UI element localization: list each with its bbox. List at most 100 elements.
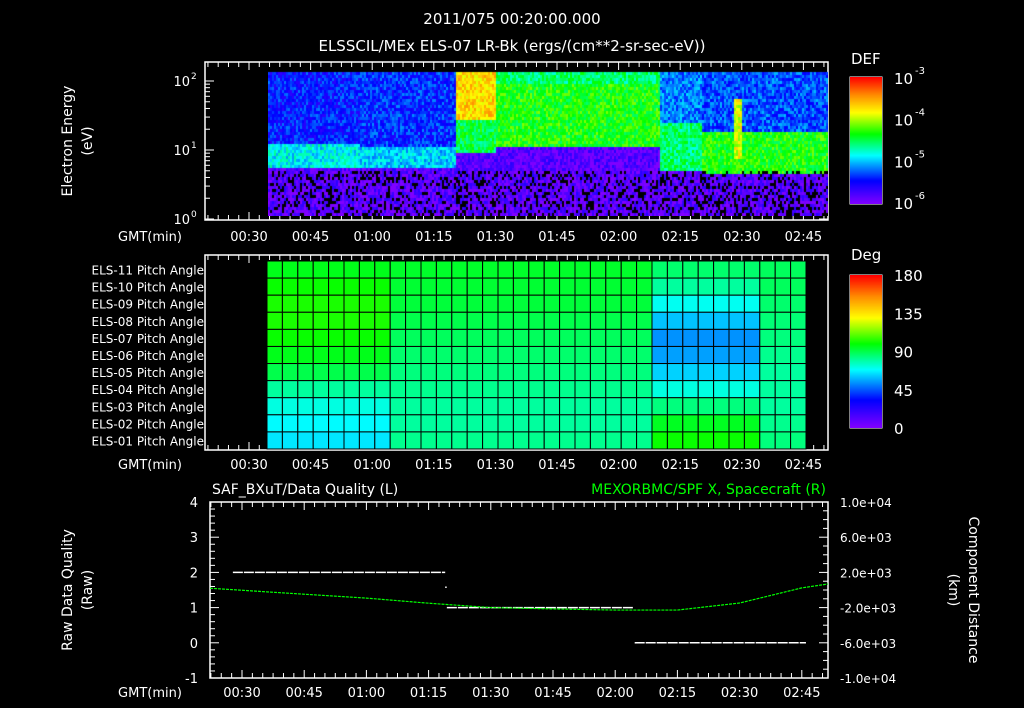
pitch-angle-cell	[405, 294, 422, 313]
pitch-angle-cell	[651, 431, 668, 450]
pitch-angle-time-axis-tick-label: 01:30	[477, 458, 514, 473]
pitch-angle-cell	[482, 277, 499, 296]
pitch-angle-cell	[312, 397, 330, 416]
pitch-angle-cell	[328, 328, 345, 347]
pitch-angle-cell	[312, 260, 330, 279]
pitch-angle-cell	[743, 311, 761, 330]
pitch-angle-cell	[405, 260, 422, 279]
pitch-angle-cell	[482, 363, 499, 382]
pitch-angle-cell	[374, 414, 391, 433]
pitch-angle-cell	[405, 397, 422, 416]
pitch-angle-cell	[713, 311, 730, 330]
pitch-angle-cell	[374, 328, 391, 347]
pitch-angle-cell	[497, 260, 514, 279]
pitch-angle-cell	[435, 380, 453, 399]
pitch-angle-cell	[543, 311, 561, 330]
pitch-angle-cell	[559, 397, 576, 416]
spectrogram-frame	[204, 61, 829, 221]
pitch-angle-cell	[435, 431, 453, 450]
pitch-angle-cell	[666, 260, 684, 279]
pitch-angle-cell	[728, 363, 745, 382]
pitch-angle-cell	[559, 311, 576, 330]
deg-colorbar-title: Deg	[851, 246, 881, 264]
pitch-angle-cell	[512, 345, 530, 365]
pitch-angle-cell	[466, 363, 484, 382]
pitch-angle-cell	[620, 431, 638, 450]
pitch-angle-cell	[358, 260, 376, 279]
pitch-angle-cell	[743, 397, 761, 416]
pitch-angle-cell	[451, 345, 468, 365]
pitch-angle-cell	[420, 380, 437, 399]
pitch-angle-cell	[389, 328, 407, 347]
pitch-angle-cell	[636, 397, 653, 416]
energy-axis-unit: (eV)	[80, 126, 96, 155]
pitch-angle-cell	[528, 363, 545, 382]
quality-time-axis-tick-label: 01:00	[348, 686, 385, 701]
pitch-angle-cell	[358, 380, 376, 399]
pitch-angle-cell	[466, 345, 484, 365]
pitch-angle-row-label: ELS-09 Pitch Angle	[92, 298, 204, 312]
pitch-angle-cell	[574, 414, 591, 433]
pitch-angle-cell	[559, 294, 576, 313]
pitch-angle-cell	[620, 260, 638, 279]
spectrogram-time-axis-tick-label: 01:00	[353, 230, 390, 245]
pitch-angle-cell	[466, 397, 484, 416]
pitch-angle-cell	[358, 328, 376, 347]
pitch-angle-time-axis-tick-label: 02:45	[785, 458, 822, 473]
deg-colorbar-label: 45	[894, 382, 913, 400]
energy-tick-exponent: 0	[191, 210, 197, 220]
pitch-angle-cell	[620, 380, 638, 399]
pitch-angle-cell	[697, 328, 715, 347]
pitch-angle-cell	[343, 397, 360, 416]
spectrogram-time-axis-tick-label: 02:30	[723, 230, 760, 245]
pitch-angle-cell	[774, 380, 792, 399]
pitch-angle-cell	[589, 345, 607, 365]
pitch-angle-cell	[328, 311, 345, 330]
pitch-angle-cell	[420, 294, 437, 313]
quality-time-axis-tick-label: 01:30	[472, 686, 509, 701]
spectrogram-time-axis-tick-label: 01:30	[477, 230, 514, 245]
pitch-angle-cell	[743, 431, 761, 450]
pitch-angle-cell	[328, 431, 345, 450]
pitch-angle-cell	[605, 363, 622, 382]
pitch-angle-cell	[405, 311, 422, 330]
pitch-angle-cell	[297, 345, 314, 365]
pitch-angle-cell	[559, 431, 576, 450]
pitch-angle-cell	[435, 294, 453, 313]
pitch-angle-cell	[389, 363, 407, 382]
pitch-angle-cell	[574, 260, 591, 279]
pitch-angle-cell	[497, 363, 514, 382]
pitch-angle-cell	[697, 380, 715, 399]
pitch-angle-cell	[589, 294, 607, 313]
pitch-angle-cell	[713, 397, 730, 416]
pitch-angle-cell	[620, 414, 638, 433]
pitch-angle-cell	[651, 294, 668, 313]
pitch-angle-cell	[574, 345, 591, 365]
pitch-angle-cell	[774, 431, 792, 450]
pitch-angle-cell	[636, 311, 653, 330]
distance-axis-unit: (km)	[945, 574, 961, 607]
deg-colorbar-label: 180	[894, 267, 923, 285]
pitch-angle-cell	[389, 311, 407, 330]
pitch-angle-cell	[543, 363, 561, 382]
pitch-angle-cell	[528, 260, 545, 279]
pitch-angle-cell	[636, 277, 653, 296]
pitch-angle-time-axis-tick-label: 02:15	[661, 458, 698, 473]
pitch-angle-cell	[666, 380, 684, 399]
electron-spectrogram-image	[268, 66, 828, 216]
pitch-angle-cell	[420, 414, 437, 433]
pitch-angle-time-axis-gmt-label: GMT(min)	[118, 458, 182, 473]
pitch-angle-cell	[328, 294, 345, 313]
pitch-angle-cell	[266, 414, 283, 433]
pitch-angle-cell	[774, 397, 792, 416]
pitch-angle-cell	[266, 431, 283, 450]
pitch-angle-cell	[374, 363, 391, 382]
spectrogram-time-axis-tick-label: 00:30	[230, 230, 267, 245]
spectrogram-time-axis-tick-label: 01:45	[538, 230, 575, 245]
pitch-angle-cell	[774, 363, 792, 382]
pitch-angle-cell	[697, 277, 715, 296]
pitch-angle-cell	[651, 397, 668, 416]
pitch-angle-cell	[405, 277, 422, 296]
pitch-angle-cell	[589, 380, 607, 399]
pitch-angle-cell	[790, 414, 807, 433]
